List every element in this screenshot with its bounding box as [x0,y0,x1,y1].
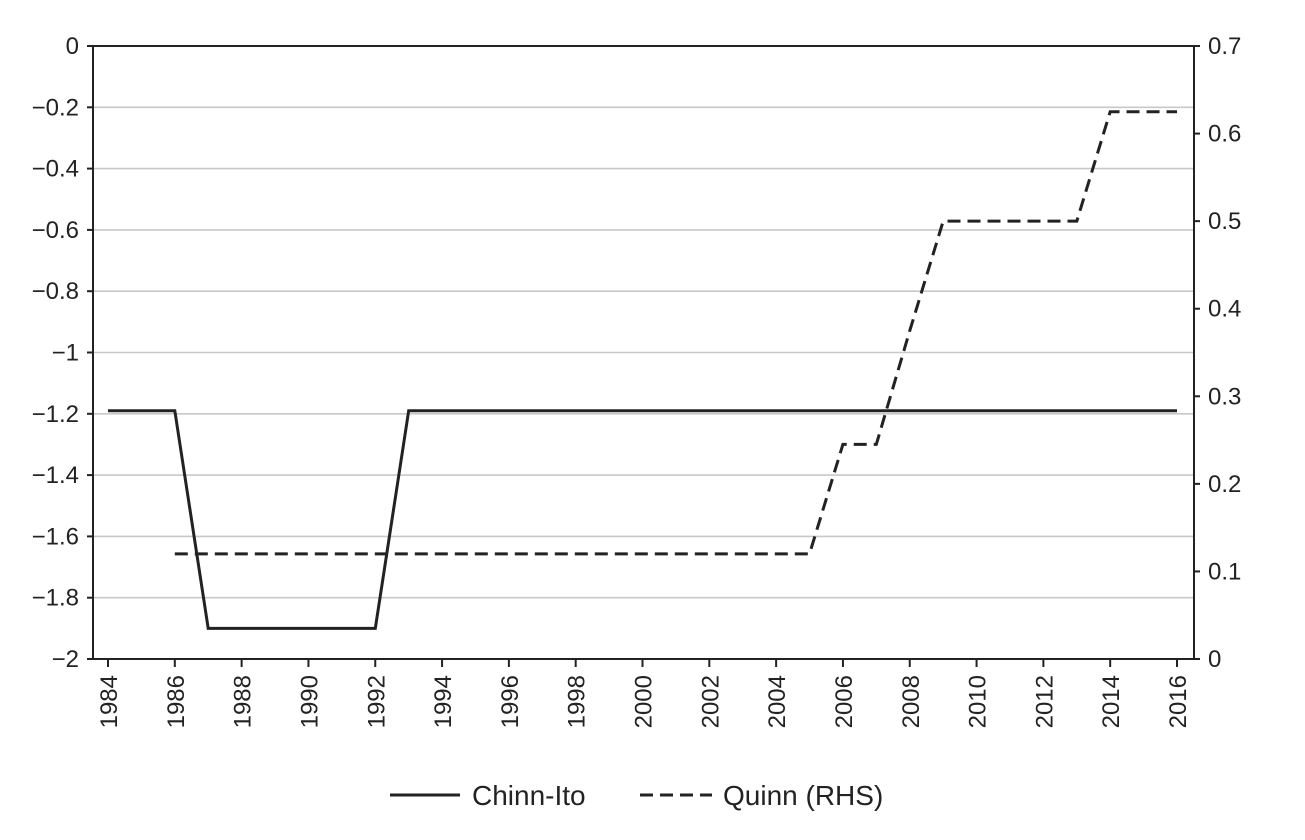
y-left-tick-label: −1.4 [32,462,79,489]
x-tick-label: 1990 [296,675,323,728]
y-left-tick-label: −1.8 [32,585,79,612]
x-tick-label: 2006 [831,675,858,728]
y-right-tick-label: 0.6 [1208,121,1241,148]
x-tick-label: 1994 [430,675,457,728]
plot-frame [92,45,1195,660]
y-right-tick-label: 0.1 [1208,558,1241,585]
y-right-tick-label: 0 [1208,646,1221,673]
series-line-chinn-ito [108,409,1177,630]
x-tick-label: 2012 [1031,675,1058,728]
x-tick-label: 2000 [631,675,658,728]
y-left-tick-label: −1.6 [32,523,79,550]
y-left-tick-label: −0.2 [32,94,79,121]
x-tick-label: 1992 [363,675,390,728]
y-right-tick-label: 0.7 [1208,33,1241,60]
x-tick-label: 1998 [564,675,591,728]
y-left-tick-label: −0.8 [32,278,79,305]
x-tick-label: 2016 [1165,675,1192,728]
legend-label-chinn-ito: Chinn-Ito [472,780,586,811]
legend-label-quinn-rhs: Quinn (RHS) [723,780,883,811]
legend: Chinn-Ito Quinn (RHS) [390,780,883,811]
x-tick-label: 1988 [230,675,257,728]
axes: 0 −0.2 −0.4 −0.6 −0.8 −1 −1.2 −1.4 −1.6 −1.8 −2 0.7… [32,33,1242,728]
y-left-tick-label: −1.2 [32,401,79,428]
y-right-tick-label: 0.5 [1208,208,1241,235]
gridlines [93,106,1194,599]
x-tick-label: 2002 [697,675,724,728]
y-right-tick-label: 0.4 [1208,296,1241,323]
y-left-tick-label: −0.6 [32,217,79,244]
x-tick-label: 1996 [497,675,524,728]
y-left-tick-label: −2 [52,646,79,673]
y-left-tick-label: 0 [66,33,79,60]
x-tick-label: 2010 [965,675,992,728]
x-tick-label: 2008 [898,675,925,728]
y-right-tick-label: 0.2 [1208,471,1241,498]
x-tick-label: 1984 [96,675,123,728]
y-left-tick-label: −0.4 [32,156,79,183]
series-lines [108,110,1177,630]
y-left-tick-label: −1 [52,340,79,367]
y-right-tick-label: 0.3 [1208,383,1241,410]
series-line-quinn-rhs [174,110,1177,556]
x-tick-label: 2014 [1098,675,1125,728]
x-tick-label: 1986 [163,675,190,728]
x-tick-label: 2004 [764,675,791,728]
